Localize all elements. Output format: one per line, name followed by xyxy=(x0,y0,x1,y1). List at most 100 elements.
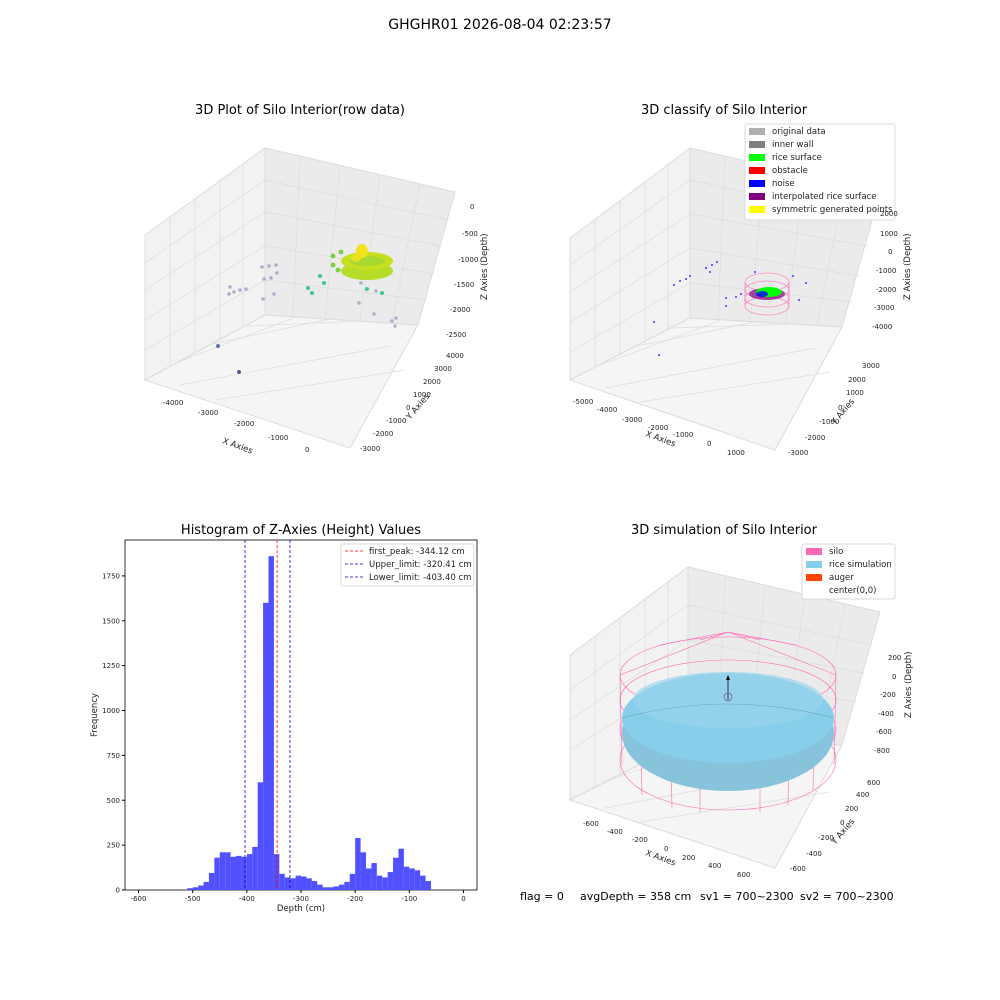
histogram-bar xyxy=(257,782,264,890)
plot4-x-ticks: -600 -400 -200 0 200 400 600 xyxy=(583,820,750,879)
legend-entry: auger xyxy=(829,573,854,583)
z-tick-label: -500 xyxy=(462,230,478,238)
histogram-bar xyxy=(252,846,258,890)
y-tick-label: -1000 xyxy=(819,418,839,426)
y-tick-label: -1000 xyxy=(386,417,406,425)
z-tick-label: -800 xyxy=(874,747,890,755)
histogram-bar xyxy=(387,872,394,890)
histogram-bar xyxy=(393,857,399,890)
z-tick-label: -4000 xyxy=(872,323,892,331)
histogram-bar xyxy=(219,852,226,890)
histogram-bar xyxy=(371,863,377,890)
x-tick-label: 0 xyxy=(305,446,309,454)
y-tick-label: 1000 xyxy=(102,707,120,715)
x-tick-label: -600 xyxy=(131,895,147,903)
histogram-bar xyxy=(230,856,237,890)
z-tick-label: -1000 xyxy=(458,256,478,264)
plot4-x-label: X Axies xyxy=(644,848,677,868)
histogram-bar xyxy=(338,884,345,890)
plot2-x-ticks: -5000 -4000 -3000 -2000 -1000 0 1000 xyxy=(573,398,745,457)
z-tick-label: -1500 xyxy=(454,281,474,289)
y-tick-label: 3000 xyxy=(862,362,880,370)
histogram-y-label: Frequency xyxy=(90,693,100,737)
x-tick-label: -600 xyxy=(583,820,599,828)
z-tick-label: -200 xyxy=(880,691,896,699)
y-tick-label: 1750 xyxy=(102,572,120,580)
plot2-points xyxy=(653,261,807,356)
y-tick-label: 1250 xyxy=(102,662,120,670)
z-tick-label: -400 xyxy=(878,710,894,718)
histogram-bar xyxy=(203,881,209,890)
histogram-legend: first_peak: -344.12 cm Upper_limit: -320… xyxy=(340,543,475,587)
y-tick-label: 250 xyxy=(107,842,120,850)
legend-entry: interpolated rice surface xyxy=(772,192,877,202)
histogram-bar xyxy=(322,887,329,890)
x-tick-label: -1000 xyxy=(268,434,288,442)
y-tick-label: 1000 xyxy=(846,389,864,397)
z-tick-label: -2000 xyxy=(450,306,470,314)
y-tick-label: -2000 xyxy=(373,430,393,438)
plot4-title: 3D simulation of Silo Interior xyxy=(631,523,817,538)
plot1-box xyxy=(143,147,456,449)
plot4-panel: silo rice simulation auger center(0,0) -… xyxy=(568,543,914,879)
plot4-legend: silo rice simulation auger center(0,0) xyxy=(801,543,896,600)
histogram-bar xyxy=(420,875,426,890)
histogram-bar xyxy=(398,848,404,890)
z-tick-label: 200 xyxy=(888,654,901,662)
histogram-bar xyxy=(241,856,247,890)
plot1-x-ticks: -4000 -3000 -2000 -1000 0 xyxy=(163,399,309,454)
histogram-title: Histogram of Z-Axies (Height) Values xyxy=(180,523,422,538)
histogram-bar xyxy=(344,881,350,890)
histogram-bar xyxy=(187,888,193,890)
histogram-bar xyxy=(355,837,361,890)
legend-entry: symmetric generated points xyxy=(772,205,893,215)
histogram-bar xyxy=(225,852,231,890)
z-tick-label: -1000 xyxy=(876,267,896,275)
x-tick-label: 200 xyxy=(682,854,695,862)
y-tick-label: 2000 xyxy=(423,378,441,386)
plot1-panel: -4000 -3000 -2000 -1000 0 X Axies -3000 … xyxy=(143,147,490,457)
y-tick-label: -3000 xyxy=(788,449,808,457)
histogram-bar xyxy=(365,868,372,890)
legend-entry: noise xyxy=(772,179,795,189)
histogram-bar xyxy=(403,866,410,890)
plot4-z-label: Z Axies (Depth) xyxy=(904,651,914,718)
x-tick-label: -500 xyxy=(185,895,201,903)
x-tick-label: -2000 xyxy=(648,424,668,432)
histogram-bar xyxy=(425,881,431,890)
plot1-y-ticks: -3000 -2000 -1000 0 1000 2000 3000 4000 xyxy=(360,352,464,453)
z-tick-label: 2000 xyxy=(880,210,898,218)
x-tick-label: 600 xyxy=(737,871,750,879)
histogram-x-ticks: -600 -500 -400 -300 -200 -100 0 xyxy=(131,890,466,903)
x-tick-label: 400 xyxy=(708,862,721,870)
legend-entry: silo xyxy=(829,547,843,557)
y-tick-label: 0 xyxy=(840,819,844,827)
x-tick-label: -400 xyxy=(239,895,255,903)
legend-entry: first_peak: -344.12 cm xyxy=(369,547,465,557)
legend-entry: rice surface xyxy=(772,153,822,163)
histogram-bar xyxy=(273,854,280,890)
plot4-y-ticks: -600 -400 -200 0 200 400 600 xyxy=(790,779,880,873)
histogram-bar xyxy=(279,873,285,890)
plot2-y-label: Y Axies xyxy=(829,397,857,428)
x-tick-label: -3000 xyxy=(198,409,218,417)
x-tick-label: -4000 xyxy=(163,399,183,407)
y-tick-label: 4000 xyxy=(446,352,464,360)
x-tick-label: -400 xyxy=(607,828,623,836)
y-tick-label: 0 xyxy=(838,404,842,412)
histogram-chart: -600 -500 -400 -300 -200 -100 0 0 250 500 750 1000… xyxy=(90,539,478,914)
x-tick-label: -1000 xyxy=(673,431,693,439)
histogram-bar xyxy=(349,873,356,890)
plot2-z-label: Z Axies (Depth) xyxy=(903,233,913,300)
figure-title: GHGHR01 2026-08-04 02:23:57 xyxy=(388,17,612,33)
legend-entry: rice simulation xyxy=(829,560,892,570)
histogram-bar xyxy=(360,852,366,890)
histogram-bar xyxy=(306,878,312,890)
x-tick-label: -2000 xyxy=(234,420,254,428)
z-tick-label: -3000 xyxy=(874,304,894,312)
histogram-frame xyxy=(124,539,478,891)
x-tick-label: 1000 xyxy=(727,449,745,457)
y-tick-label: 2000 xyxy=(848,376,866,384)
histogram-y-ticks: 0 250 500 750 1000 1250 1500 1750 xyxy=(102,572,125,895)
sv1-status: sv1 = 700~2300 xyxy=(700,890,794,903)
